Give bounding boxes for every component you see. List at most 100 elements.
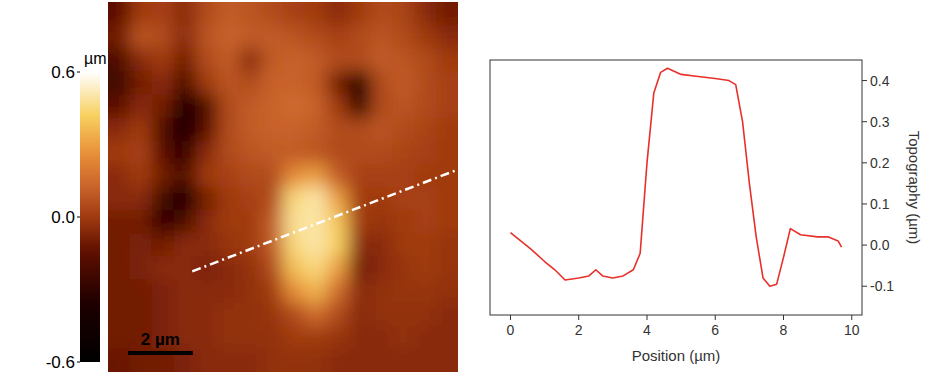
cell [239, 164, 261, 188]
cell [196, 118, 218, 142]
x-tick-label: 0 [507, 322, 515, 338]
cell [436, 303, 458, 327]
plot-frame [490, 60, 862, 315]
cell [130, 25, 152, 49]
cell [327, 95, 349, 119]
cell [261, 2, 283, 26]
cell [152, 210, 174, 234]
cell [327, 141, 349, 165]
cell [371, 210, 393, 234]
cell [196, 164, 218, 188]
cell [327, 349, 349, 372]
cell [174, 280, 196, 304]
cell [261, 164, 283, 188]
cell [174, 118, 196, 142]
cell [305, 25, 327, 49]
cell [436, 256, 458, 280]
cell [108, 141, 130, 165]
cell [152, 233, 174, 257]
cell [305, 256, 327, 280]
cell [108, 71, 130, 95]
cell [283, 141, 305, 165]
cell [327, 326, 349, 350]
cell [174, 164, 196, 188]
cell [327, 25, 349, 49]
colorbar-tick [77, 72, 80, 73]
colorbar-tick [77, 362, 80, 363]
cell [217, 326, 239, 350]
cell [414, 25, 436, 49]
cell [283, 303, 305, 327]
cell [217, 164, 239, 188]
cell [327, 71, 349, 95]
cell [217, 280, 239, 304]
cell [130, 256, 152, 280]
cell [305, 118, 327, 142]
cell [283, 326, 305, 350]
cell [152, 48, 174, 72]
cell [327, 48, 349, 72]
colorbar-tick-label: -0.6 [46, 353, 75, 372]
cell [436, 210, 458, 234]
cell [392, 164, 414, 188]
x-tick-label: 2 [575, 322, 583, 338]
cell [436, 187, 458, 211]
cell [392, 48, 414, 72]
cell [305, 280, 327, 304]
cell [436, 280, 458, 304]
cell [305, 48, 327, 72]
y-tick [862, 245, 867, 246]
cell [371, 48, 393, 72]
cell [392, 71, 414, 95]
cell [414, 233, 436, 257]
cell [392, 95, 414, 119]
cell [217, 2, 239, 26]
cell [239, 95, 261, 119]
cell [152, 187, 174, 211]
cell [108, 164, 130, 188]
cell [305, 141, 327, 165]
cell [108, 256, 130, 280]
line-area [510, 68, 841, 286]
cell [283, 349, 305, 372]
cell [108, 25, 130, 49]
cell [196, 141, 218, 165]
cell [436, 95, 458, 119]
cell [261, 71, 283, 95]
cell [196, 25, 218, 49]
cell [239, 25, 261, 49]
cell [283, 233, 305, 257]
cell [327, 303, 349, 327]
cell [371, 326, 393, 350]
cell [174, 48, 196, 72]
cell [283, 118, 305, 142]
y-tick-label: 0.2 [870, 155, 890, 171]
cell [174, 71, 196, 95]
cell [392, 326, 414, 350]
cell [436, 164, 458, 188]
y-tick [862, 203, 867, 204]
cell [305, 2, 327, 26]
cell [174, 256, 196, 280]
cell [130, 2, 152, 26]
cell [392, 349, 414, 372]
cell [436, 25, 458, 49]
cell [371, 303, 393, 327]
cell [414, 71, 436, 95]
cell [217, 48, 239, 72]
cell [152, 71, 174, 95]
figure: 2 µm0.60.0-0.6µm0246810-0.10.00.10.20.30… [0, 0, 935, 378]
colorbar-tick [77, 217, 80, 218]
cell [436, 48, 458, 72]
colorbar-tick-label: 0.6 [51, 63, 75, 82]
cell [392, 210, 414, 234]
cell [130, 164, 152, 188]
cell [392, 233, 414, 257]
cell [130, 71, 152, 95]
cell [239, 48, 261, 72]
cell [261, 48, 283, 72]
cell [261, 210, 283, 234]
cell [261, 118, 283, 142]
cell [392, 141, 414, 165]
cell [436, 118, 458, 142]
